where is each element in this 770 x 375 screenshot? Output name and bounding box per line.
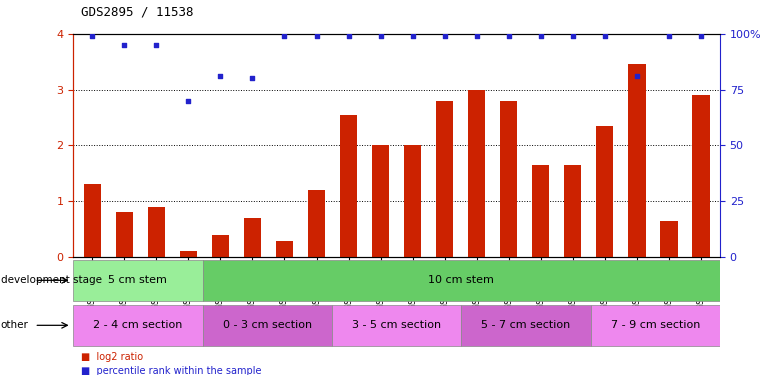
Text: 5 cm stem: 5 cm stem bbox=[109, 275, 167, 285]
Point bbox=[662, 33, 675, 39]
Bar bbox=[596, 126, 614, 257]
Point bbox=[343, 33, 355, 39]
Text: ■  log2 ratio: ■ log2 ratio bbox=[81, 352, 143, 363]
Point bbox=[631, 73, 643, 79]
Bar bbox=[500, 101, 517, 257]
Text: 3 - 5 cm section: 3 - 5 cm section bbox=[352, 320, 441, 330]
Point bbox=[567, 33, 579, 39]
Point bbox=[470, 33, 483, 39]
Bar bbox=[116, 212, 133, 257]
Bar bbox=[332, 304, 461, 346]
Bar bbox=[203, 304, 332, 346]
Bar bbox=[179, 251, 197, 257]
Bar bbox=[692, 95, 709, 257]
Point bbox=[150, 42, 162, 48]
Bar bbox=[660, 220, 678, 257]
Point bbox=[695, 33, 707, 39]
Text: GDS2895 / 11538: GDS2895 / 11538 bbox=[81, 6, 193, 19]
Bar bbox=[564, 165, 581, 257]
Point bbox=[214, 73, 226, 79]
Bar bbox=[628, 64, 645, 257]
Point bbox=[374, 33, 387, 39]
Bar bbox=[436, 101, 454, 257]
Text: 2 - 4 cm section: 2 - 4 cm section bbox=[93, 320, 182, 330]
Point bbox=[503, 33, 515, 39]
Bar bbox=[84, 184, 101, 257]
Bar bbox=[212, 235, 229, 257]
Bar bbox=[148, 207, 166, 257]
Text: 5 - 7 cm section: 5 - 7 cm section bbox=[481, 320, 571, 330]
Text: ■  percentile rank within the sample: ■ percentile rank within the sample bbox=[81, 366, 261, 375]
Bar bbox=[308, 190, 325, 257]
Point bbox=[598, 33, 611, 39]
Bar bbox=[591, 304, 720, 346]
Point bbox=[278, 33, 290, 39]
Point bbox=[407, 33, 419, 39]
Bar bbox=[532, 165, 550, 257]
Point bbox=[438, 33, 450, 39]
Bar bbox=[73, 260, 203, 301]
Bar bbox=[372, 146, 390, 257]
Bar bbox=[403, 146, 421, 257]
Point bbox=[534, 33, 547, 39]
Text: 10 cm stem: 10 cm stem bbox=[428, 275, 494, 285]
Bar bbox=[461, 304, 591, 346]
Point bbox=[86, 33, 99, 39]
Bar bbox=[73, 304, 203, 346]
Point bbox=[182, 98, 195, 104]
Point bbox=[119, 42, 131, 48]
Point bbox=[246, 75, 259, 81]
Bar bbox=[243, 218, 261, 257]
Text: 0 - 3 cm section: 0 - 3 cm section bbox=[223, 320, 312, 330]
Text: other: other bbox=[1, 320, 28, 330]
Bar bbox=[340, 115, 357, 257]
Bar bbox=[203, 260, 720, 301]
Text: development stage: development stage bbox=[1, 275, 102, 285]
Text: 7 - 9 cm section: 7 - 9 cm section bbox=[611, 320, 700, 330]
Point bbox=[310, 33, 323, 39]
Bar bbox=[468, 90, 485, 257]
Bar bbox=[276, 241, 293, 257]
